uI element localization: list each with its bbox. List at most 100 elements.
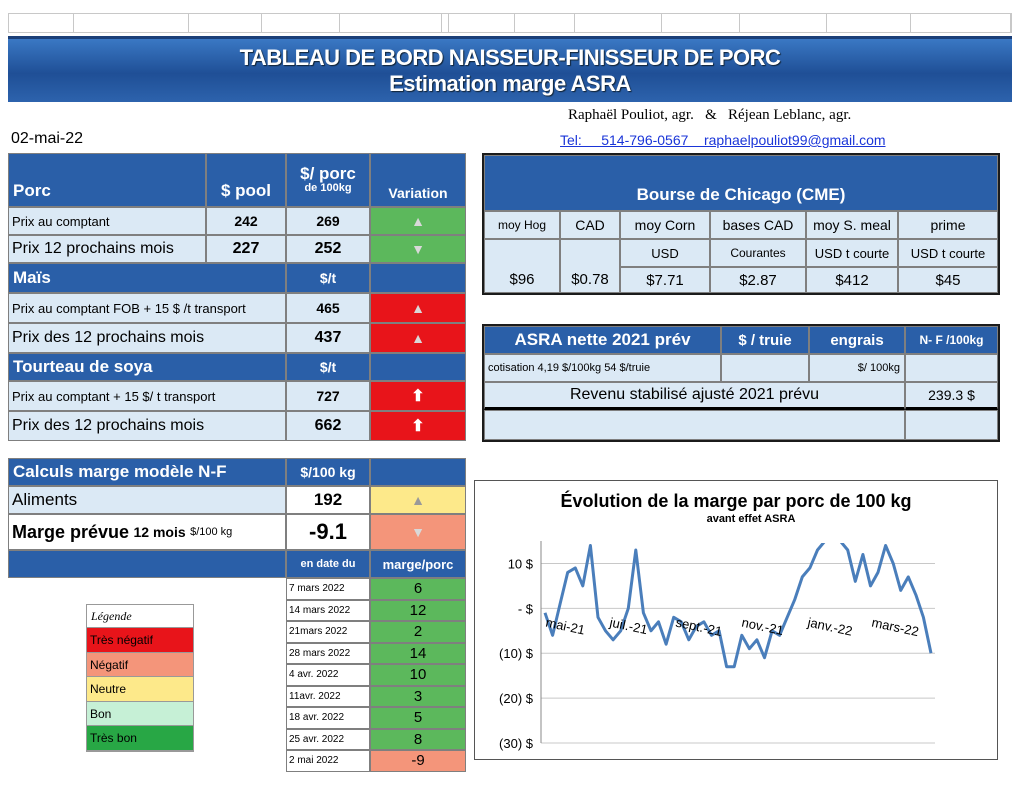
cme-unit: USD <box>620 239 710 267</box>
legend-item: Très négatif <box>87 628 193 653</box>
cme-header: moy Hog <box>484 211 560 239</box>
asra-col-nf: N- F /100kg <box>905 326 998 354</box>
chart-subtitle: avant effet ASRA <box>706 513 796 525</box>
mais-row-variation: ▲ <box>370 323 466 353</box>
aliments-value: 192 <box>286 486 370 514</box>
soya-row-variation: ⬆ <box>370 381 466 411</box>
mais-header-variation <box>370 263 466 293</box>
history-marge: 8 <box>370 728 466 750</box>
legend-item: Négatif <box>87 652 193 677</box>
porc-header-pool: $ pool <box>206 153 286 207</box>
chart-xtick-label: sept.-21 <box>674 615 723 639</box>
porc-header-variation: Variation <box>370 153 466 207</box>
cme-header: CAD <box>560 211 620 239</box>
soya-row-label: Prix des 12 prochains mois <box>8 411 286 441</box>
calculs-header-blank <box>370 458 466 486</box>
soya-row-label: Prix au comptant + 15 $/ t transport <box>8 381 286 411</box>
history-date: 28 mars 2022 <box>286 642 370 664</box>
mais-header-label: Maïs <box>8 263 286 293</box>
asra-revenu-value: 239.3 $ <box>905 382 998 410</box>
history-date: 14 mars 2022 <box>286 599 370 621</box>
report-date: 02-mai-22 <box>11 130 84 147</box>
arrow-up-icon: ⬆ <box>411 418 425 435</box>
asra-empty-row <box>484 410 905 440</box>
calculs-header-unit: $/100 kg <box>286 458 370 486</box>
mais-header-unit: $/t <box>286 263 370 293</box>
cme-header: moy S. meal <box>806 211 898 239</box>
legend-item: Très bon <box>87 726 193 751</box>
porc-row-label: Prix au comptant <box>8 207 206 235</box>
legend-items: Très négatif Négatif Neutre Bon Très bon <box>87 628 193 751</box>
asra-col-engrais: engrais <box>809 326 905 354</box>
porc-header-per-top: $/ porc <box>300 164 356 184</box>
history-marge: -9 <box>370 750 466 772</box>
chart-plot: 10 $- $(10) $(20) $(30) $mai-21 juil.-21 s… <box>499 541 935 751</box>
dashboard-title-banner: TABLEAU DE BORD NAISSEUR-FINISSEUR DE PO… <box>8 36 1012 102</box>
legend-item: Bon <box>87 701 193 726</box>
history-date: 18 avr. 2022 <box>286 707 370 729</box>
arrow-up-icon: ⬆ <box>411 388 425 405</box>
mais-row-value: 465 <box>286 293 370 323</box>
history-date: 11avr. 2022 <box>286 685 370 707</box>
porc-row-variation: ▲ <box>370 207 466 235</box>
contact-link[interactable]: Tel: 514-796-0567 raphaelpouliot99@gmail… <box>560 132 886 148</box>
calculs-header-label: Calculs marge modèle N-F <box>8 458 286 486</box>
porc-row-per: 269 <box>286 207 370 235</box>
chart-xtick-label: mars-22 <box>870 615 920 640</box>
aliments-variation: ▲ <box>370 486 466 514</box>
porc-row-per: 252 <box>286 235 370 263</box>
legend: Légende Très négatif Négatif Neutre Bon Très… <box>86 604 194 752</box>
history-header-marge: marge/porc <box>370 550 466 578</box>
cme-unit <box>484 239 560 267</box>
aliments-label: Aliments <box>8 486 286 514</box>
asra-col-truie: $ / truie <box>721 326 809 354</box>
history-date: 21mars 2022 <box>286 621 370 643</box>
soya-row-value: 727 <box>286 381 370 411</box>
soya-row-variation: ⬆ <box>370 411 466 441</box>
chart-ytick-label: (10) $ <box>499 646 534 661</box>
marge-variation: ▼ <box>370 514 466 550</box>
soya-header-unit: $/t <box>286 353 370 381</box>
cme-value: $412 <box>806 267 898 293</box>
porc-row-pool: 242 <box>206 207 286 235</box>
arrow-up-icon: ▲ <box>411 330 425 346</box>
cme-header: bases CAD <box>710 211 806 239</box>
history-marge: 12 <box>370 599 466 621</box>
porc-header-per: $/ porc de 100kg <box>286 153 370 207</box>
history-date: 25 avr. 2022 <box>286 728 370 750</box>
mais-row-variation: ▲ <box>370 293 466 323</box>
history-marge: 3 <box>370 685 466 707</box>
asra-unit-100kg: $/ 100kg <box>809 354 905 382</box>
soya-header-variation <box>370 353 466 381</box>
cme-unit <box>560 239 620 267</box>
marge-label-unit: $/100 kg <box>190 526 233 538</box>
chart-title: Évolution de la marge par porc de 100 kg <box>560 491 912 511</box>
mais-row-label: Prix des 12 prochains mois <box>8 323 286 353</box>
soya-row-value: 662 <box>286 411 370 441</box>
cme-header: prime <box>898 211 998 239</box>
history-marge: 10 <box>370 664 466 686</box>
chart-xtick-label: janv.-22 <box>805 614 853 638</box>
authors: Raphaël Pouliot, agr. & Réjean Leblanc, … <box>568 107 852 123</box>
chart-xtick-label: nov.-21 <box>740 615 785 638</box>
history-date: 7 mars 2022 <box>286 578 370 600</box>
cme-value: $0.78 <box>560 267 620 293</box>
asra-table: ASRA nette 2021 prév $ / truie engrais N… <box>482 324 1000 442</box>
spreadsheet-grid-header <box>8 13 1012 33</box>
chart-series-line <box>543 543 933 669</box>
cme-unit: Courantes <box>710 239 806 267</box>
margin-chart: Évolution de la marge par porc de 100 kg… <box>474 480 998 760</box>
arrow-up-icon: ▲ <box>411 300 425 316</box>
history-date: 2 mai 2022 <box>286 750 370 772</box>
mais-row-value: 437 <box>286 323 370 353</box>
cme-unit: USD t courte <box>898 239 998 267</box>
dashboard-subtitle: Estimation marge ASRA <box>389 71 631 96</box>
arrow-down-icon: ▼ <box>411 524 425 540</box>
marge-label-main: Marge prévue <box>12 521 130 542</box>
cme-value: $7.71 <box>620 267 710 293</box>
porc-row-pool: 227 <box>206 235 286 263</box>
porc-header-label: Porc <box>8 153 206 207</box>
history-marge: 6 <box>370 578 466 600</box>
mais-row-label: Prix au comptant FOB + 15 $ /t transport <box>8 293 286 323</box>
cme-unit: USD t courte <box>806 239 898 267</box>
